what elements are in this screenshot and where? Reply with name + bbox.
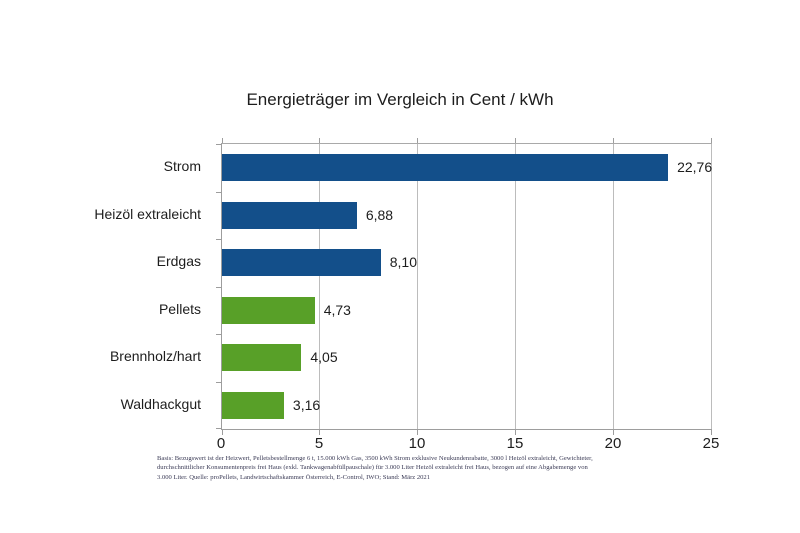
x-tick-label-10: 10 bbox=[408, 435, 426, 452]
y-tick-1 bbox=[216, 192, 221, 193]
category-label-1: Heizöl extraleicht bbox=[94, 205, 201, 222]
y-tick-5 bbox=[216, 382, 221, 383]
plot-area: 22,76 6,88 8,10 4,73 4,05 3,16 bbox=[216, 138, 713, 435]
footnote: Basis: Bezugswert ist der Heizwert, Pell… bbox=[157, 454, 757, 482]
bar-value-3: 4,73 bbox=[323, 301, 351, 318]
category-label-4: Brennholz/hart bbox=[109, 348, 201, 364]
gridline-x-20 bbox=[613, 144, 614, 429]
y-tick-2 bbox=[216, 239, 221, 240]
x-tick-label-5: 5 bbox=[314, 435, 324, 452]
y-tick-6 bbox=[216, 428, 221, 429]
x-tick-bottom-10 bbox=[417, 430, 418, 435]
x-tick-bottom-20 bbox=[613, 430, 614, 435]
bar-strom bbox=[222, 154, 669, 182]
bar-value-5: 3,16 bbox=[292, 396, 321, 413]
x-tick-top-20 bbox=[613, 138, 614, 143]
x-axis-tick-labels: 0 5 10 15 20 25 bbox=[0, 435, 800, 455]
gridline-x-5 bbox=[319, 144, 320, 429]
bar-value-0: 22,76 bbox=[677, 159, 713, 176]
x-tick-bottom-5 bbox=[319, 430, 320, 435]
x-tick-label-0: 0 bbox=[216, 435, 226, 452]
gridline-x-25 bbox=[711, 144, 712, 429]
gridline-x-10 bbox=[417, 144, 418, 429]
chart-title: Energieträger im Vergleich in Cent / kWh bbox=[246, 90, 554, 109]
x-tick-label-20: 20 bbox=[604, 435, 622, 452]
x-tick-top-25 bbox=[711, 138, 712, 143]
gridline-x-15 bbox=[515, 144, 516, 429]
y-axis-category-labels: Strom Heizöl extraleicht Erdgas Pellets Bren… bbox=[0, 143, 211, 428]
x-tick-bottom-25 bbox=[711, 430, 712, 435]
bar-waldhackgut bbox=[222, 391, 284, 419]
x-tick-bottom-0 bbox=[222, 430, 223, 435]
bar-brennholz-hart bbox=[222, 344, 302, 372]
x-tick-label-15: 15 bbox=[506, 435, 524, 452]
bar-value-4: 4,05 bbox=[310, 349, 338, 366]
y-tick-4 bbox=[216, 334, 221, 335]
bar-value-2: 8,10 bbox=[389, 254, 417, 271]
y-tick-3 bbox=[216, 287, 221, 288]
category-label-3: Pellets bbox=[158, 300, 201, 317]
category-label-5: Waldhackgut bbox=[120, 395, 201, 412]
y-tick-0 bbox=[216, 144, 221, 145]
bar-value-1: 6,88 bbox=[365, 206, 394, 223]
x-tick-top-0 bbox=[222, 138, 223, 143]
x-tick-top-15 bbox=[515, 138, 516, 143]
x-tick-top-5 bbox=[319, 138, 320, 143]
bar-pellets bbox=[222, 296, 315, 324]
bar-heiz-l-extraleicht bbox=[222, 201, 357, 229]
x-tick-top-10 bbox=[417, 138, 418, 143]
x-tick-label-25: 25 bbox=[702, 435, 720, 452]
bar-erdgas bbox=[222, 249, 381, 277]
x-tick-bottom-15 bbox=[515, 430, 516, 435]
footnote-line-1: Basis: Bezugswert ist der Heizwert, Pell… bbox=[157, 455, 593, 462]
category-label-2: Erdgas bbox=[156, 253, 201, 269]
footnote-line-2: durchschnittlicher Konsumentenpreis frei… bbox=[157, 464, 588, 472]
footnote-line-3: 3.000 Liter. Quelle: proPellets, Landwir… bbox=[157, 473, 431, 481]
category-label-0: Strom bbox=[163, 158, 201, 174]
